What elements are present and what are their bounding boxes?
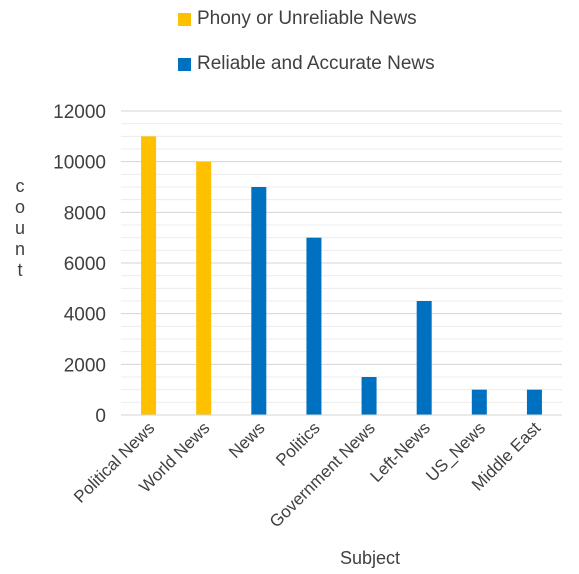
y-tick-label: 8000: [64, 203, 106, 224]
y-tick-label: 4000: [64, 305, 106, 326]
legend-item-phony: Phony or Unreliable News: [178, 8, 417, 30]
bar: [251, 187, 267, 415]
x-tick-label: Left-News: [366, 418, 434, 486]
y-tick-label: 12000: [53, 102, 106, 123]
y-axis-label-char: t: [17, 260, 23, 280]
y-axis-label-char: n: [14, 239, 25, 259]
bar: [526, 389, 542, 415]
legend-item-reliable: Reliable and Accurate News: [178, 53, 435, 75]
bar: [196, 161, 212, 415]
bar: [306, 237, 322, 415]
y-tick-label: 0: [95, 406, 106, 427]
y-tick-label: 10000: [53, 153, 106, 174]
x-axis-label: Subject: [340, 548, 401, 568]
y-axis-label-char: o: [14, 197, 25, 217]
y-axis-label-char: u: [14, 218, 25, 238]
x-tick-label: Politics: [272, 418, 324, 470]
bar: [416, 301, 432, 415]
bar: [361, 377, 377, 415]
y-tick-label: 2000: [64, 355, 106, 376]
legend-swatch-reliable: [178, 57, 191, 71]
legend-label-reliable: Reliable and Accurate News: [197, 53, 435, 74]
y-tick-label: 6000: [64, 254, 106, 275]
x-tick-label: Government News: [266, 418, 379, 531]
y-axis-label-char: c: [15, 176, 25, 196]
legend-swatch-phony: [178, 12, 191, 26]
bar: [471, 389, 487, 415]
x-tick-label: News: [225, 418, 268, 461]
bar: [141, 136, 157, 416]
legend-label-phony: Phony or Unreliable News: [197, 8, 417, 29]
